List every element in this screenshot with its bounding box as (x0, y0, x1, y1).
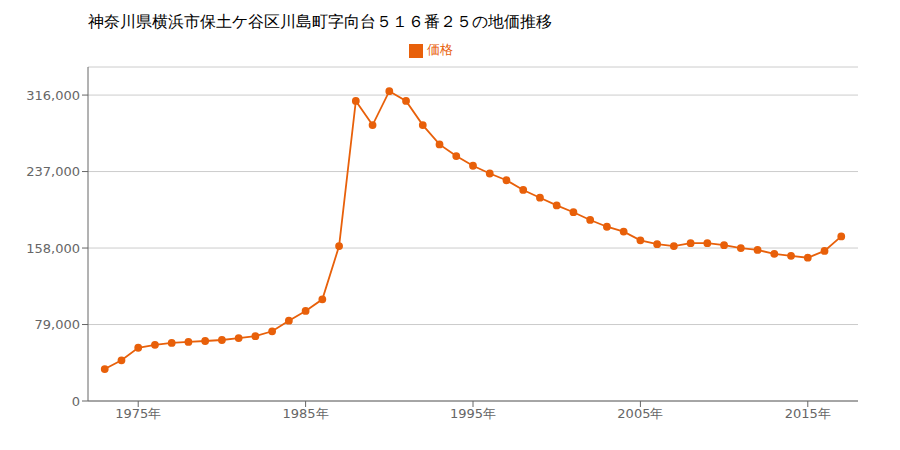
svg-text:316,000: 316,000 (26, 88, 80, 103)
svg-text:0: 0 (72, 394, 80, 409)
html-text:価格: 価格 (426, 42, 453, 57)
svg-text:158,000: 158,000 (26, 241, 80, 256)
svg-text:1985年: 1985年 (283, 406, 329, 421)
svg-text:1995年: 1995年 (450, 406, 496, 421)
svg-text:2015年: 2015年 (785, 406, 831, 421)
svg-text:237,000: 237,000 (26, 164, 80, 179)
svg-text:2005年: 2005年 (617, 406, 663, 421)
svg-text:1975年: 1975年 (115, 406, 161, 421)
html-text:神奈川県横浜市保土ケ谷区川島町字向台５１６番２５の地価推移: 神奈川県横浜市保土ケ谷区川島町字向台５１６番２５の地価推移 (88, 12, 552, 31)
svg-text:79,000: 79,000 (35, 317, 81, 332)
